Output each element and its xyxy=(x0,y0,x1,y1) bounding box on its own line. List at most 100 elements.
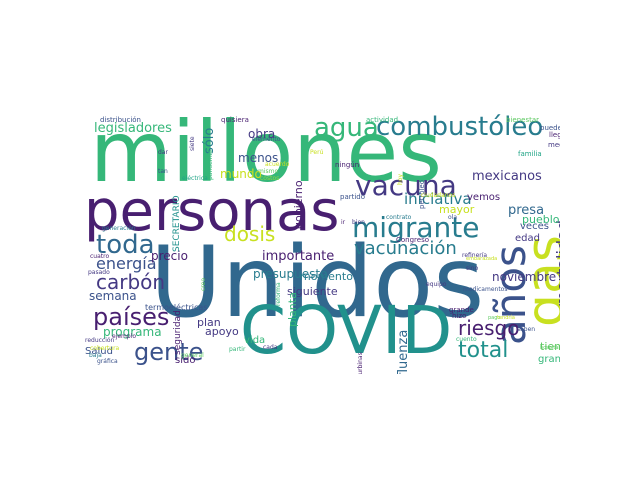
cloud-word-personas: personas xyxy=(84,179,340,244)
cloud-word-vemos: vemos xyxy=(467,192,501,203)
cloud-word-turbinas: turbinas xyxy=(357,352,364,374)
cloud-word-vacunacion: vacunación xyxy=(354,238,457,259)
cloud-word-veces: veces xyxy=(520,221,549,232)
cloud-word-paises: países xyxy=(93,303,170,331)
cloud-word-medio: medio xyxy=(548,141,560,149)
cloud-word-equipo: equipo xyxy=(426,281,447,288)
cloud-word-pueblo: pueblo xyxy=(522,213,560,226)
cloud-word-siguiente: siguiente xyxy=(287,285,338,298)
cloud-word-grafica: gráfica xyxy=(97,358,118,365)
cloud-word-momento: momento xyxy=(300,270,353,283)
cloud-word-costos: costos xyxy=(260,175,280,182)
cloud-word-seguridad: seguridad xyxy=(173,310,183,355)
cloud-word-energia: energía xyxy=(96,254,157,273)
cloud-word-vida: vida xyxy=(244,335,266,346)
cloud-word-presa: presa xyxy=(508,203,545,218)
cloud-word-secretario: SECRETARIO xyxy=(172,195,182,252)
cloud-word-tan: tan xyxy=(158,168,168,175)
cloud-word-sino: sino xyxy=(466,265,479,272)
cloud-word-precio: precio xyxy=(151,249,188,263)
cloud-word-millones: millones xyxy=(90,106,442,201)
cloud-word-ningun: ningún xyxy=(335,161,360,169)
cloud-word-cobertura: cobertura xyxy=(90,345,120,352)
cloud-word-ejemplo: ejemplo xyxy=(112,333,137,340)
cloud-word-riesgo: riesgo xyxy=(458,316,520,340)
cloud-word-combustoleo: combustóleo xyxy=(376,112,544,142)
cloud-word-hospitalizados: hospitalizados xyxy=(540,345,560,351)
cloud-word-legisladores: legisladores xyxy=(94,121,172,136)
cloud-word-partido: partido xyxy=(340,193,366,201)
cloud-word-planta: planta xyxy=(286,292,299,327)
cloud-word-gran: gran xyxy=(538,354,560,365)
cloud-word-baja: baja xyxy=(89,352,102,359)
cloud-word-cuatro: cuatro xyxy=(90,253,110,260)
cloud-word-termoelectricas: termoeléctricas xyxy=(145,303,208,312)
cloud-word-pasado: pasado xyxy=(88,269,110,276)
cloud-word-edad: edad xyxy=(515,233,540,244)
cloud-word-distribucion: distribución xyxy=(100,116,141,124)
cloud-word-creo: creo xyxy=(200,278,207,291)
cloud-word-congreso: Congreso xyxy=(396,236,430,244)
cloud-word-saben: saben xyxy=(517,326,536,333)
cloud-word-siete: siete xyxy=(189,136,196,151)
cloud-word-llegar: llegar xyxy=(549,131,560,139)
cloud-word-mayor: mayor xyxy=(439,203,475,216)
cloud-word-ir: ir xyxy=(341,219,346,226)
cloud-word-reduccion: reducción xyxy=(85,337,115,344)
cloud-word-sido: sido xyxy=(175,355,196,366)
word-cloud: millones Unidos personas COVID gas años vacuna… xyxy=(80,106,560,374)
cloud-word-pago: pago xyxy=(488,315,501,321)
cloud-word-cada: cada xyxy=(263,344,278,351)
cloud-word-pueden: pueden xyxy=(540,124,560,132)
cloud-word-importante: importante xyxy=(262,249,335,264)
cloud-word-agua: agua xyxy=(314,113,379,143)
cloud-word-hoy: hoy xyxy=(397,173,404,185)
cloud-word-toda: toda xyxy=(96,230,155,260)
cloud-word-unidos: Unidos xyxy=(150,226,485,340)
cloud-word-mismo: mismo xyxy=(258,168,279,175)
cloud-word-carbon: carbón xyxy=(96,270,166,294)
cloud-word-gente: gente xyxy=(134,338,204,366)
cloud-word-salud: Salud xyxy=(85,346,113,357)
cloud-word-refineria: refinería xyxy=(462,252,488,259)
cloud-word-gobierno: gobierno xyxy=(292,180,305,229)
cloud-word-semana: semana xyxy=(89,289,137,303)
cloud-word-ola: ola xyxy=(448,214,458,221)
cloud-word-hizo: hizo xyxy=(452,312,467,320)
cloud-word-ciudadanos: ciudadanos xyxy=(421,192,456,199)
cloud-word-cuento: cuento xyxy=(456,336,477,343)
cloud-word-grande: grande xyxy=(449,306,474,314)
cloud-word-medicamentos: medicamentos xyxy=(463,286,508,293)
cloud-word-presupuesto: presupuesto xyxy=(253,267,328,281)
cloud-word-bien: bien xyxy=(352,219,365,226)
cloud-word-mortalidad: mortalidad xyxy=(553,219,560,307)
cloud-word-apoyo: apoyo xyxy=(205,325,239,338)
cloud-word-mundo: mundo xyxy=(220,167,262,181)
cloud-word-electrica: eléctrica xyxy=(182,175,208,182)
cloud-word-quisiera: quisiera xyxy=(221,116,249,124)
cloud-word-menos: menos xyxy=(238,151,279,165)
cloud-word-general: general xyxy=(181,352,204,359)
cloud-word-tiempo: tiempo xyxy=(540,340,560,353)
cloud-word-partir: partir xyxy=(229,346,246,353)
cloud-word-peru: Perú xyxy=(310,149,324,156)
cloud-word-contrato: contrato xyxy=(386,214,412,221)
cloud-word-dosis: dosis xyxy=(224,222,276,246)
cloud-word-reforma: reforma xyxy=(275,282,282,306)
cloud-word-embarazada: embarazada xyxy=(466,256,498,262)
cloud-word-dar: dar xyxy=(158,149,168,156)
cloud-word-covid: COVID xyxy=(240,292,453,369)
cloud-word-elemento: elemento xyxy=(252,136,281,143)
cloud-word-pandemia: pandemia xyxy=(207,150,214,180)
cloud-word-actividad: actividad xyxy=(366,116,399,124)
cloud-word-noviembre: noviembre xyxy=(492,270,557,284)
cloud-word-tendria: tendría xyxy=(497,315,515,321)
cloud-word-total: total xyxy=(458,338,509,363)
cloud-word-acuerdo: acuerdo xyxy=(265,161,290,168)
cloud-word-familia: familia xyxy=(518,150,542,158)
cloud-word-obra: obra xyxy=(248,127,276,141)
cloud-word-mexicanos: mexicanos xyxy=(472,169,542,184)
cloud-word-plan: plan xyxy=(197,316,221,329)
cloud-word-vacuna: vacuna xyxy=(355,169,457,202)
cloud-word-migrante: migrante xyxy=(352,211,480,244)
